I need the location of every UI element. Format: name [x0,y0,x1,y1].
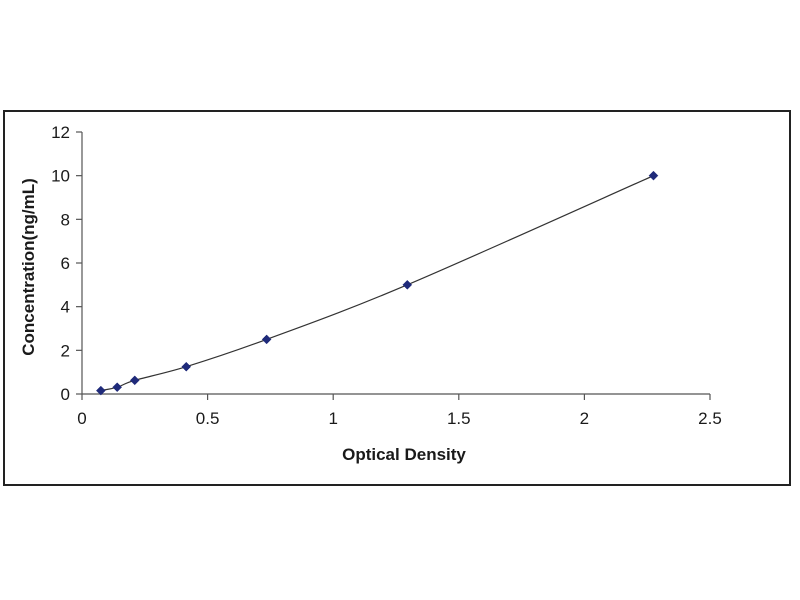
y-tick-label: 4 [61,298,70,317]
axes [76,131,711,400]
y-tick-label: 6 [61,254,70,273]
tick-labels-layer: 0 2 4 6 8 10 12 0 0.5 1 1.5 2 2.5 [51,123,722,428]
data-point [261,334,272,345]
data-point [402,279,413,290]
chart-frame [3,110,791,486]
fit-curve-layer [100,175,654,392]
y-tick-label: 2 [61,341,70,360]
y-tick-label: 0 [61,385,70,404]
y-tick-label: 8 [61,210,70,229]
x-axis-title: Optical Density [342,445,466,464]
x-tick-label: 2 [580,409,589,428]
y-tick-label: 10 [51,167,70,186]
x-tick-label: 1.5 [447,409,471,428]
data-points-layer [95,170,659,396]
x-tick-label: 0.5 [196,409,220,428]
x-tick-label: 0 [77,409,86,428]
data-point [95,385,106,396]
data-point [112,382,123,393]
data-point [181,361,192,372]
data-point [648,170,659,181]
data-point [129,375,140,386]
x-tick-label: 2.5 [698,409,722,428]
x-tick-label: 1 [328,409,337,428]
y-axis-title: Concentration(ng/mL) [19,178,38,356]
fit-curve [100,175,654,392]
y-tick-label: 12 [51,123,70,142]
